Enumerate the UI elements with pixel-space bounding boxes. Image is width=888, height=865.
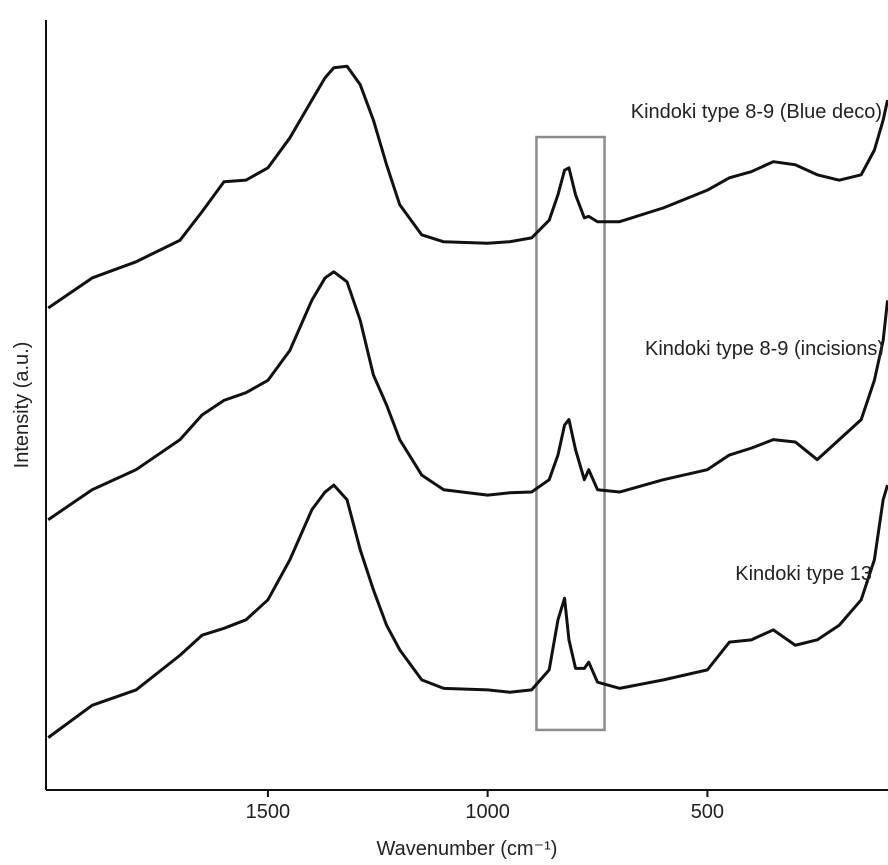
x-tick-label: 1000	[465, 801, 510, 823]
x-tick-label: 1500	[246, 801, 291, 823]
spectrum-line	[47, 483, 888, 739]
x-tick-label: 500	[691, 801, 724, 823]
highlight-box	[535, 135, 606, 732]
spectrum-line	[47, 270, 888, 521]
series-label: Kindoki type 13	[735, 563, 872, 585]
series-label: Kindoki type 8-9 (incisions)	[645, 338, 884, 360]
y-axis-label: Intensity (a.u.)	[11, 342, 33, 469]
series-label: Kindoki type 8-9 (Blue deco)	[631, 101, 882, 123]
spectrum-line	[47, 64, 888, 310]
x-axis-label: Wavenumber (cm⁻¹)	[377, 838, 558, 860]
